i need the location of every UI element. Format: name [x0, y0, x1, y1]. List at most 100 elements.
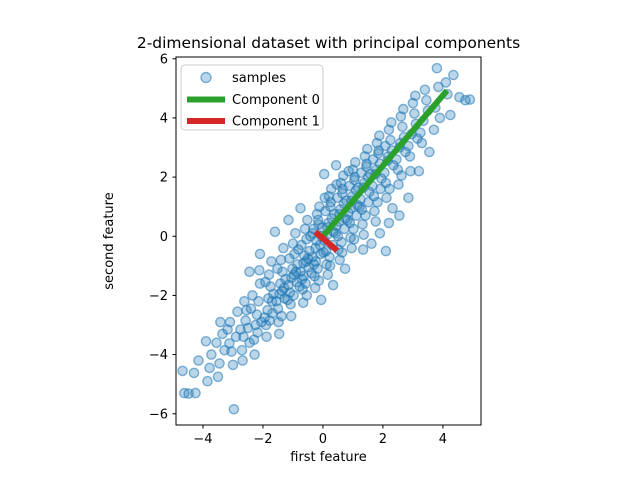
scatter-point: [204, 362, 215, 374]
scatter-point: [240, 315, 251, 326]
scatter-point: [318, 247, 329, 258]
scatter-point: [387, 202, 398, 214]
scatter-point: [324, 260, 336, 272]
scatter-point: [384, 183, 395, 195]
chart-title: 2-dimensional dataset with principal com…: [137, 34, 520, 52]
scatter-point: [301, 290, 313, 301]
scatter-point: [403, 140, 414, 152]
scatter-point: [261, 331, 272, 343]
scatter-point: [273, 316, 284, 328]
scatter-point: [269, 226, 281, 238]
component-1-line: [313, 229, 340, 253]
scatter-point: [188, 367, 200, 379]
scatter-point: [236, 344, 248, 356]
scatter-point: [295, 202, 306, 214]
scatter-point: [434, 112, 446, 124]
scatter-point: [380, 177, 392, 189]
scatter-point: [339, 263, 351, 275]
scatter-point: [331, 179, 343, 190]
legend-component0-swatch-icon: [187, 96, 225, 103]
y-tick-label: 0: [160, 230, 168, 245]
scatter-point: [299, 250, 310, 261]
scatter-point: [336, 236, 347, 248]
scatter-point: [215, 316, 226, 328]
scatter-point: [247, 290, 258, 301]
scatter-point: [424, 146, 435, 158]
component-0-line: [318, 88, 450, 241]
scatter-point: [275, 254, 287, 266]
x-axis-label: first feature: [290, 450, 366, 465]
legend-box: [180, 64, 324, 131]
y-axis-label: second feature: [102, 192, 117, 289]
scatter-point: [360, 210, 371, 221]
plot-area-border: [175, 56, 482, 426]
scatter-point: [416, 137, 428, 149]
scatter-point: [319, 192, 331, 204]
scatter-point: [318, 168, 330, 180]
y-tick-label: 2: [160, 171, 168, 186]
scatter-point: [357, 244, 369, 255]
scatter-point: [405, 165, 416, 177]
scatter-point: [403, 192, 414, 204]
scatter-point: [431, 62, 443, 74]
scatter-point: [383, 217, 395, 229]
scatter-point: [346, 242, 358, 254]
y-tick-label: −4: [149, 348, 168, 363]
scatter-point: [320, 205, 331, 217]
scatter-point: [409, 90, 421, 102]
scatter-point: [249, 349, 260, 360]
scatter-point: [404, 151, 416, 162]
scatter-point: [285, 310, 297, 322]
scatter-point: [327, 279, 339, 291]
scatter-point: [464, 94, 476, 105]
y-axis-ticks: −6 −4 −2 0 2 4 6: [149, 52, 176, 422]
scatter-point: [200, 335, 212, 347]
scatter-point: [296, 239, 307, 251]
scatter-point: [343, 165, 355, 177]
scatter-point: [348, 223, 359, 235]
scatter-point: [276, 285, 288, 297]
legend: samples Component 0 Component 1: [180, 64, 324, 131]
scatter-point: [276, 310, 287, 322]
scatter-point: [331, 192, 343, 204]
scatter-point: [330, 159, 342, 171]
scatter-point: [212, 371, 224, 383]
scatter-point: [381, 192, 392, 204]
x-tick-label: 0: [319, 432, 327, 447]
y-tick-label: 6: [160, 52, 168, 67]
scatter-point: [228, 403, 240, 415]
scatter-point: [393, 179, 404, 190]
scatter-point: [415, 127, 426, 138]
component-lines-layer: [313, 88, 450, 253]
legend-label-component1: Component 1: [232, 115, 320, 130]
scatter-point: [440, 77, 452, 88]
scatter-point: [254, 248, 266, 260]
scatter-point: [244, 266, 255, 278]
x-axis-ticks: −4 −2 0 2 4: [193, 425, 447, 447]
scatter-point: [273, 328, 285, 340]
scatter-point: [214, 358, 225, 369]
x-tick-label: 2: [379, 432, 387, 447]
scatter-point: [222, 324, 233, 335]
scatter-point: [232, 306, 243, 318]
scatter-point: [284, 253, 295, 264]
scatter-point: [397, 121, 408, 133]
scatter-point: [313, 275, 325, 286]
scatter-point: [445, 109, 456, 121]
scatter-point: [367, 154, 379, 165]
y-tick-label: −6: [149, 407, 168, 422]
scatter-point: [396, 170, 407, 181]
scatter-point: [252, 327, 263, 338]
scatter-point: [354, 201, 365, 212]
scatter-point: [413, 165, 425, 177]
scatter-point: [358, 229, 370, 241]
y-tick-label: −2: [149, 289, 168, 304]
x-tick-label: −4: [193, 432, 212, 447]
scatter-point: [278, 242, 289, 254]
scatter-point: [260, 276, 271, 288]
scatter-point: [374, 227, 386, 239]
scatter-point: [315, 294, 327, 306]
scatter-point: [239, 295, 250, 307]
